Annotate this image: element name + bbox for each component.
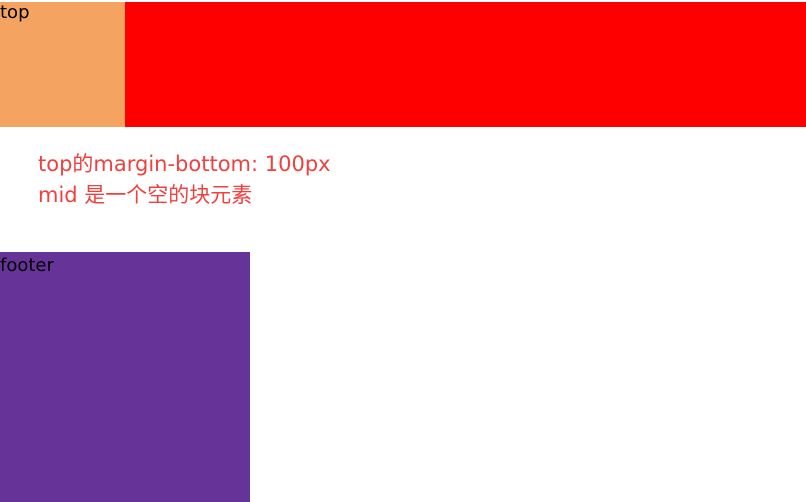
top-box: top bbox=[0, 2, 125, 127]
footer-label: footer bbox=[0, 255, 54, 276]
top-row: top bbox=[0, 2, 806, 127]
footer-box: footer bbox=[0, 252, 250, 502]
annotation-line-margin: top的margin-bottom: 100px bbox=[38, 152, 331, 176]
annotation-line-mid: mid 是一个空的块元素 bbox=[38, 183, 253, 207]
top-label: top bbox=[0, 2, 30, 23]
annotation-note: top的margin-bottom: 100px mid 是一个空的块元素 bbox=[38, 149, 331, 211]
